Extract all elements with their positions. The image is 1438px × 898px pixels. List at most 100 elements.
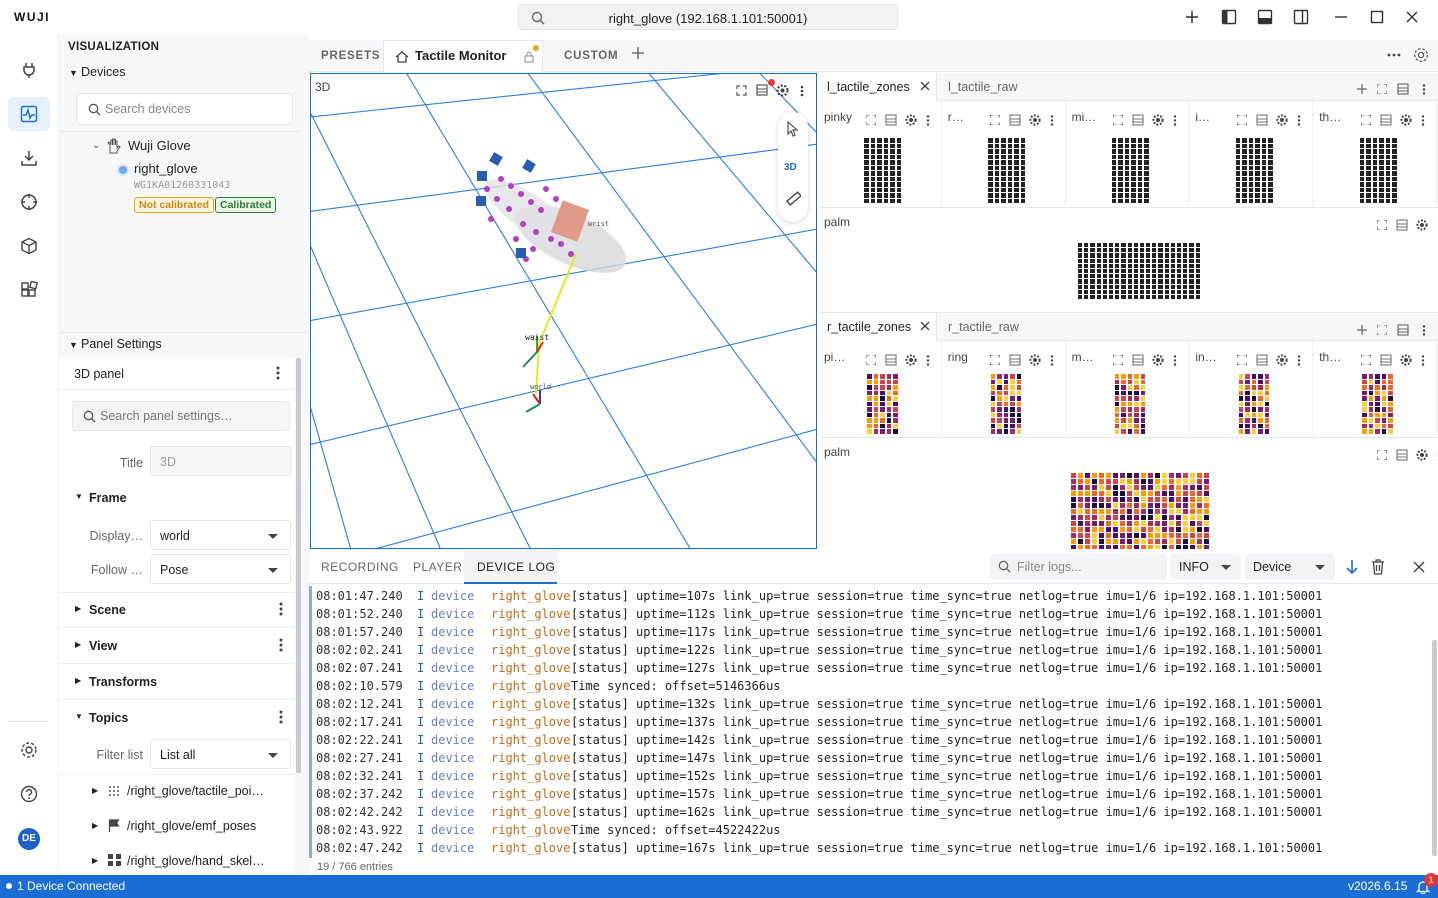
- cursor-icon[interactable]: [786, 121, 800, 137]
- layout-icon[interactable]: [1380, 354, 1392, 366]
- lock-icon[interactable]: [524, 51, 534, 63]
- layout-icon[interactable]: [1396, 449, 1408, 461]
- close-icon[interactable]: [1413, 561, 1425, 573]
- devices-header[interactable]: ▼ Devices: [69, 65, 126, 79]
- add-tab-icon[interactable]: [631, 46, 645, 60]
- display-frame-select[interactable]: world: [150, 520, 291, 550]
- device-group-name[interactable]: Wuji Glove: [128, 138, 191, 153]
- settings-icon[interactable]: [1028, 354, 1041, 366]
- minimize-icon[interactable]: [1333, 9, 1349, 25]
- fullscreen-icon[interactable]: [1360, 355, 1371, 365]
- settings-icon[interactable]: [1152, 354, 1164, 366]
- fullscreen-icon[interactable]: [1377, 84, 1387, 94]
- fullscreen-icon[interactable]: [865, 355, 876, 365]
- cube-icon[interactable]: [8, 229, 50, 263]
- tab-tactile-monitor[interactable]: Tactile Monitor: [383, 40, 543, 72]
- log-source-select[interactable]: Device: [1245, 554, 1335, 580]
- settings-icon[interactable]: [776, 84, 790, 98]
- layout-icon[interactable]: [1397, 324, 1409, 336]
- topic-item[interactable]: ▶ /right_glove/emf_poses: [59, 809, 295, 844]
- layout-icon[interactable]: [1132, 114, 1144, 126]
- settings-icon[interactable]: [1152, 114, 1164, 126]
- fullscreen-icon[interactable]: [1237, 115, 1248, 125]
- tab-custom[interactable]: CUSTOM: [564, 50, 619, 62]
- 3d-mode-button[interactable]: 3D: [784, 162, 797, 173]
- avatar[interactable]: DE: [18, 828, 40, 850]
- tab-l-tactile-zones[interactable]: l_tactile_zones: [819, 73, 937, 101]
- layout-icon[interactable]: [885, 114, 897, 126]
- close-icon[interactable]: [920, 321, 930, 331]
- panel-settings-search[interactable]: Search panel settings…: [72, 401, 290, 431]
- fullscreen-icon[interactable]: [1113, 355, 1124, 365]
- more-vertical-icon[interactable]: [800, 85, 814, 99]
- tab-r-tactile-raw[interactable]: r_tactile_raw: [948, 320, 1019, 334]
- ruler-icon[interactable]: [786, 191, 801, 206]
- more-vertical-icon[interactable]: [1050, 355, 1054, 366]
- panel-settings-header[interactable]: ▼ Panel Settings: [69, 337, 162, 351]
- settings-icon[interactable]: [905, 114, 917, 126]
- plug-icon[interactable]: [8, 53, 50, 87]
- topic-item[interactable]: ▶ /right_glove/hand_skel…: [59, 844, 295, 876]
- more-vertical-icon[interactable]: [1173, 355, 1177, 366]
- settings-icon[interactable]: [1276, 354, 1288, 366]
- fullscreen-icon[interactable]: [1360, 115, 1371, 125]
- tab-player[interactable]: PLAYER: [413, 560, 463, 574]
- sidebar-left-icon[interactable]: [1221, 9, 1237, 25]
- download-icon[interactable]: [8, 141, 50, 175]
- layout-icon[interactable]: [1132, 354, 1144, 366]
- title-input[interactable]: 3D: [150, 446, 291, 476]
- devices-connected[interactable]: 1 Device Connected: [17, 879, 126, 893]
- more-vertical-icon[interactable]: [279, 710, 283, 724]
- layout-icon[interactable]: [1256, 354, 1268, 366]
- layout-icon[interactable]: [1009, 354, 1021, 366]
- scroll-down-icon[interactable]: [1345, 559, 1359, 575]
- fullscreen-icon[interactable]: [865, 115, 876, 125]
- chevron-down-icon[interactable]: ⌄: [92, 140, 101, 151]
- settings-icon[interactable]: [1416, 219, 1428, 231]
- fullscreen-icon[interactable]: [1377, 220, 1387, 230]
- panel-3d[interactable]: waist world wrist 3D 3D: [310, 73, 817, 549]
- settings-icon[interactable]: [8, 733, 50, 767]
- plus-icon[interactable]: [1184, 9, 1200, 25]
- more-vertical-icon[interactable]: [1297, 355, 1301, 366]
- fullscreen-icon[interactable]: [989, 115, 1000, 125]
- search-input[interactable]: right_glove (192.168.1.101:50001): [518, 4, 898, 30]
- tab-r-tactile-zones[interactable]: r_tactile_zones: [819, 313, 937, 341]
- fullscreen-icon[interactable]: [1237, 355, 1248, 365]
- fullscreen-icon[interactable]: [1377, 325, 1387, 335]
- log-level-select[interactable]: INFO: [1171, 554, 1241, 580]
- settings-icon[interactable]: [1413, 47, 1429, 63]
- activity-icon[interactable]: [8, 97, 50, 131]
- plus-icon[interactable]: [1357, 325, 1367, 335]
- settings-icon[interactable]: [1400, 114, 1412, 126]
- more-vertical-icon[interactable]: [1297, 115, 1301, 126]
- tab-presets[interactable]: PRESETS: [321, 50, 381, 62]
- layout-icon[interactable]: [885, 354, 897, 366]
- topics-section[interactable]: ▼ Topics: [59, 700, 295, 736]
- panel-bottom-icon[interactable]: [1257, 9, 1273, 25]
- extensions-icon[interactable]: [8, 273, 50, 307]
- fullscreen-icon[interactable]: [736, 85, 750, 99]
- layout-icon[interactable]: [756, 84, 770, 98]
- layout-icon[interactable]: [1397, 83, 1409, 95]
- tab-device-log[interactable]: DEVICE LOG: [464, 550, 557, 584]
- maximize-icon[interactable]: [1369, 9, 1385, 25]
- more-vertical-icon[interactable]: [276, 366, 280, 380]
- help-icon[interactable]: [8, 777, 50, 811]
- fullscreen-icon[interactable]: [1113, 115, 1124, 125]
- plus-icon[interactable]: [1357, 84, 1367, 94]
- view-section[interactable]: ▶ View: [59, 628, 295, 664]
- more-vertical-icon[interactable]: [279, 638, 283, 652]
- crosshair-icon[interactable]: [8, 185, 50, 219]
- more-vertical-icon[interactable]: [279, 602, 283, 616]
- more-vertical-icon[interactable]: [1173, 115, 1177, 126]
